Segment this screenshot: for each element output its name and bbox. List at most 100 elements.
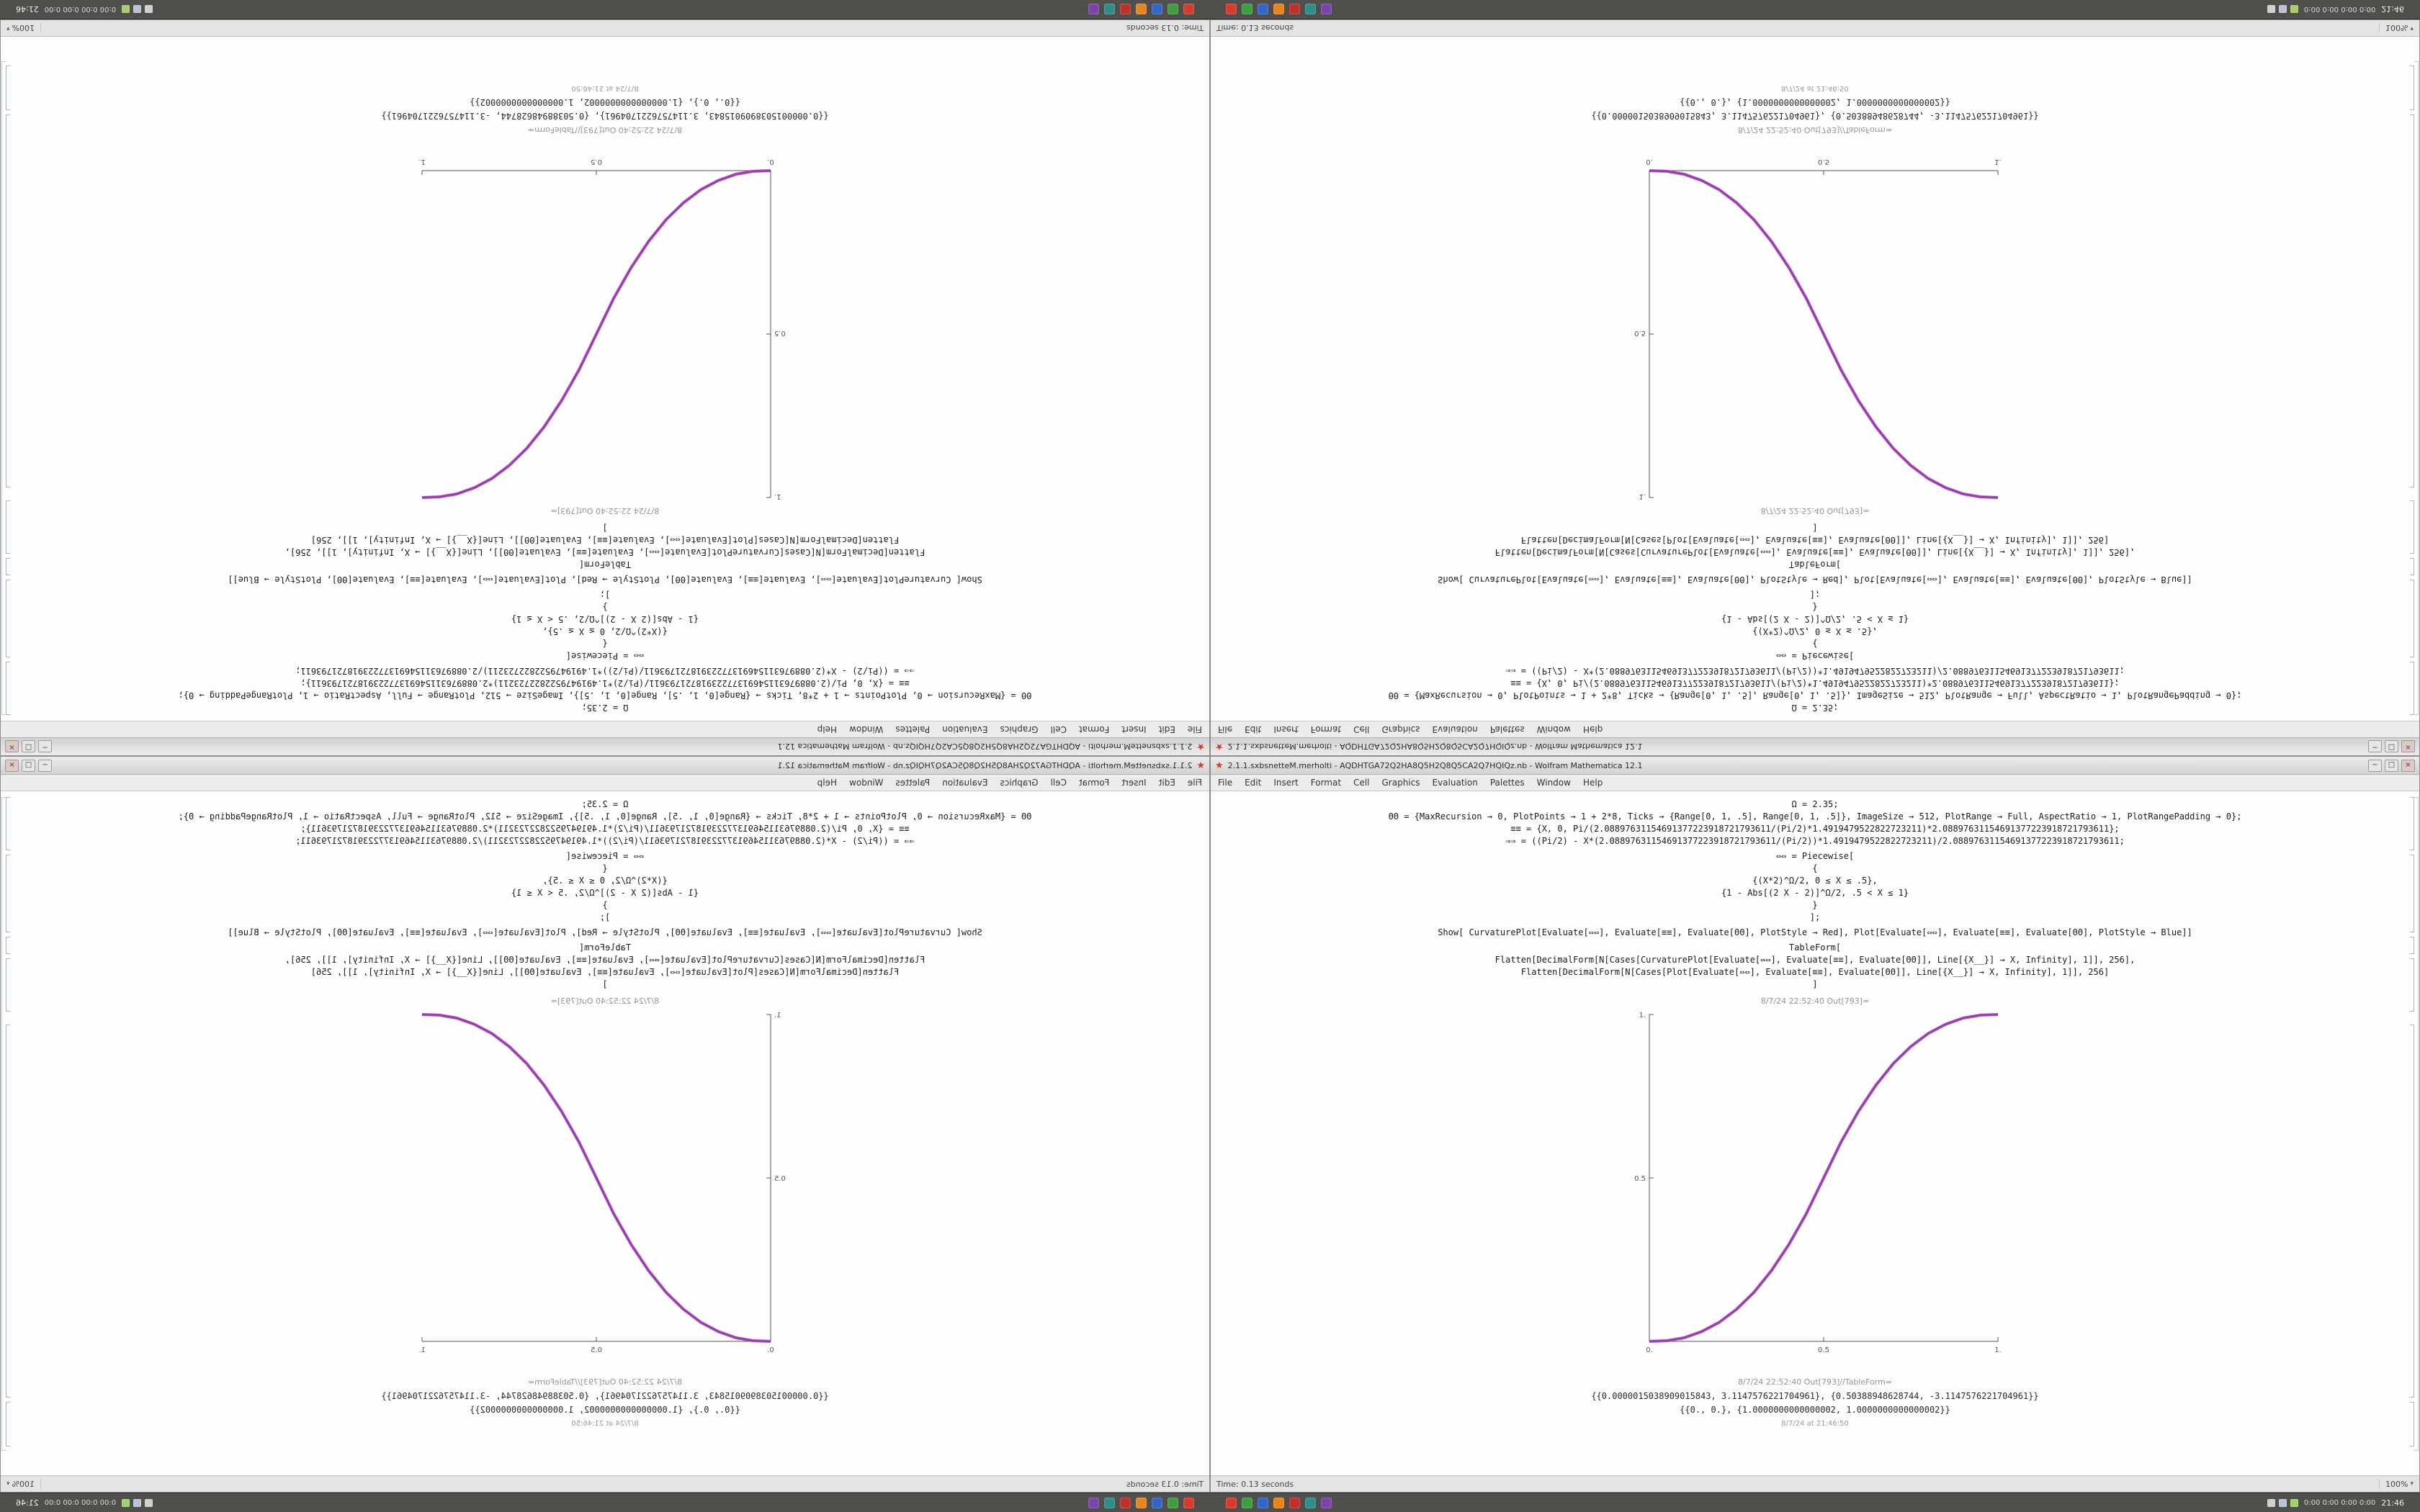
mathematica-spikey[interactable]: [1226, 1497, 1237, 1508]
volume-icon[interactable]: [2278, 5, 2287, 14]
menu-item[interactable]: Palettes: [1489, 778, 1525, 788]
cell-bracket[interactable]: [2410, 580, 2414, 657]
green-app[interactable]: [1168, 1497, 1178, 1508]
green-app[interactable]: [1242, 4, 1252, 15]
menu-item[interactable]: Edit: [1158, 778, 1175, 788]
teal-app[interactable]: [1104, 4, 1115, 15]
network-icon[interactable]: [145, 5, 153, 14]
zoom-control[interactable]: 100% ▾: [2379, 1479, 2414, 1489]
teal-app[interactable]: [1305, 4, 1316, 15]
battery-icon[interactable]: [122, 1498, 130, 1507]
menu-item[interactable]: Insert: [1273, 724, 1299, 734]
cell-bracket[interactable]: [6, 958, 10, 1012]
cell-bracket[interactable]: [2410, 66, 2414, 110]
network-icon[interactable]: [2267, 5, 2275, 14]
maximize-button[interactable]: □: [2385, 759, 2398, 772]
zoom-control[interactable]: 100% ▾: [6, 1479, 41, 1489]
cell-bracket[interactable]: [2410, 1402, 2414, 1446]
menu-item[interactable]: Evaluation: [1432, 778, 1478, 788]
zoom-control[interactable]: 100% ▾: [2379, 23, 2414, 33]
blue-app[interactable]: [1258, 1497, 1268, 1508]
volume-icon[interactable]: [133, 5, 142, 14]
menu-item[interactable]: Cell: [1050, 778, 1067, 788]
menu-item[interactable]: Insert: [1273, 778, 1299, 788]
cell-bracket-outer[interactable]: [2414, 797, 2419, 1451]
menu-item[interactable]: Edit: [1245, 724, 1262, 734]
menu-item[interactable]: Format: [1310, 724, 1342, 734]
menu-item[interactable]: Help: [1582, 724, 1603, 734]
menu-item[interactable]: Graphics: [1381, 724, 1420, 734]
menu-item[interactable]: File: [1187, 778, 1202, 788]
teal-app[interactable]: [1305, 1497, 1316, 1508]
menu-item[interactable]: Graphics: [1000, 724, 1039, 734]
menu-item[interactable]: Help: [1582, 778, 1603, 788]
network-icon[interactable]: [145, 1498, 153, 1507]
menu-item[interactable]: Cell: [1353, 724, 1370, 734]
cell-bracket[interactable]: [6, 937, 10, 954]
red-app[interactable]: [1289, 4, 1300, 15]
mathematica-spikey[interactable]: [1183, 1497, 1194, 1508]
battery-icon[interactable]: [2290, 5, 2298, 14]
cell-bracket[interactable]: [6, 1402, 10, 1446]
purple-app[interactable]: [1321, 1497, 1332, 1508]
green-app[interactable]: [1168, 4, 1178, 15]
menu-item[interactable]: Insert: [1121, 724, 1147, 734]
cell-bracket-outer[interactable]: [2414, 61, 2419, 715]
blue-app[interactable]: [1152, 1497, 1162, 1508]
menu-item[interactable]: Help: [817, 778, 838, 788]
cell-bracket[interactable]: [2410, 797, 2414, 850]
menu-item[interactable]: Palettes: [895, 724, 931, 734]
menu-item[interactable]: Evaluation: [1432, 724, 1478, 734]
teal-app[interactable]: [1104, 1497, 1115, 1508]
red-app[interactable]: [1120, 4, 1131, 15]
cell-bracket[interactable]: [6, 500, 10, 554]
cell-bracket[interactable]: [6, 580, 10, 657]
menu-item[interactable]: File: [1218, 724, 1233, 734]
menu-item[interactable]: Help: [817, 724, 838, 734]
cell-bracket[interactable]: [2410, 958, 2414, 1012]
zoom-control[interactable]: 100% ▾: [6, 23, 41, 33]
red-app[interactable]: [1289, 1497, 1300, 1508]
minimize-button[interactable]: −: [2368, 740, 2382, 753]
cell-bracket[interactable]: [6, 855, 10, 932]
cell-bracket[interactable]: [2410, 937, 2414, 954]
menu-item[interactable]: Window: [849, 724, 884, 734]
titlebar[interactable]: ★ 2.1.1.sxbsnetteM.merholti - AQDHTGA72Q…: [1211, 757, 2419, 775]
menu-item[interactable]: Graphics: [1381, 778, 1420, 788]
minimize-button[interactable]: −: [2368, 759, 2382, 772]
cell-bracket[interactable]: [2410, 558, 2414, 575]
menu-item[interactable]: Format: [1310, 778, 1342, 788]
purple-app[interactable]: [1321, 4, 1332, 15]
menu-item[interactable]: Cell: [1353, 778, 1370, 788]
menu-item[interactable]: Cell: [1050, 724, 1067, 734]
cell-bracket[interactable]: [6, 66, 10, 110]
maximize-button[interactable]: □: [22, 740, 35, 753]
cell-bracket[interactable]: [6, 114, 10, 487]
orange-app[interactable]: [1136, 1497, 1147, 1508]
cell-bracket[interactable]: [6, 558, 10, 575]
cell-bracket[interactable]: [2410, 855, 2414, 932]
battery-icon[interactable]: [122, 5, 130, 14]
menu-item[interactable]: Edit: [1158, 724, 1175, 734]
purple-app[interactable]: [1088, 4, 1099, 15]
minimize-button[interactable]: −: [38, 759, 52, 772]
close-button[interactable]: ×: [2401, 740, 2415, 753]
menu-item[interactable]: Graphics: [1000, 778, 1039, 788]
red-app[interactable]: [1120, 1497, 1131, 1508]
orange-app[interactable]: [1136, 4, 1147, 15]
menu-item[interactable]: Palettes: [1489, 724, 1525, 734]
maximize-button[interactable]: □: [22, 759, 35, 772]
orange-app[interactable]: [1273, 1497, 1284, 1508]
close-button[interactable]: ×: [2401, 759, 2415, 772]
menu-item[interactable]: Window: [1536, 724, 1571, 734]
maximize-button[interactable]: □: [2385, 740, 2398, 753]
menu-item[interactable]: Format: [1078, 778, 1110, 788]
menu-item[interactable]: Evaluation: [942, 724, 988, 734]
blue-app[interactable]: [1258, 4, 1268, 15]
menu-item[interactable]: Insert: [1121, 778, 1147, 788]
purple-app[interactable]: [1088, 1497, 1099, 1508]
menu-item[interactable]: Palettes: [895, 778, 931, 788]
cell-bracket[interactable]: [6, 662, 10, 715]
network-icon[interactable]: [2267, 1498, 2275, 1507]
cell-bracket[interactable]: [2410, 1025, 2414, 1398]
